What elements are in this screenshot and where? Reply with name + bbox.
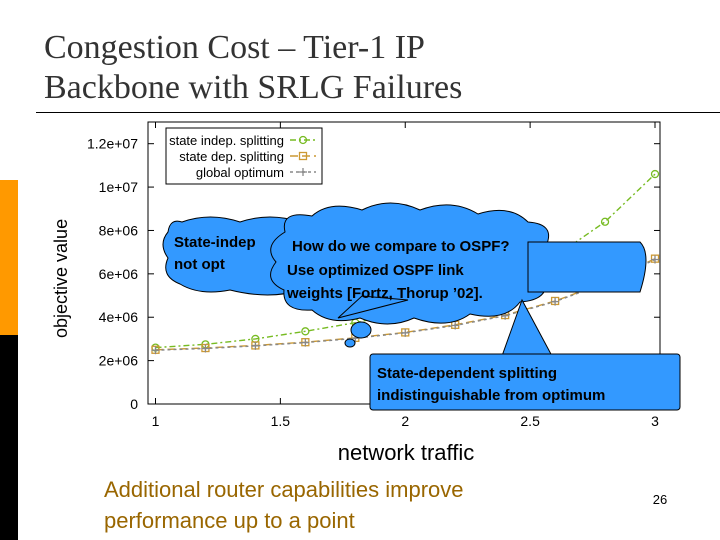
callout-state-dependent-line-1: State-dependent splitting [377, 365, 557, 382]
callout-state-independent-line-2: not opt [174, 256, 225, 273]
footer-note: Additional router capabilities improve p… [104, 477, 464, 533]
data-point-state-indep-splitting [600, 217, 610, 226]
slide-title-line-1: Congestion Cost – Tier-1 IP [44, 29, 425, 66]
slide-title: Congestion Cost – Tier-1 IP Backbone wit… [44, 28, 664, 108]
title-divider [36, 112, 720, 113]
y-tick-label: 1.2e+07 [87, 136, 138, 152]
callout-ospf-line-2: Use optimized OSPF link [287, 262, 464, 279]
callout-ospf-pointer [337, 295, 409, 319]
y-tick-label: 1e+07 [99, 179, 139, 195]
legend-label: state indep. splitting [169, 133, 284, 148]
callout-ospf-line-3: weights [Fortz, Thorup ’02]. [286, 285, 483, 302]
x-tick-label: 1.5 [271, 413, 291, 429]
y-tick-label: 2e+06 [99, 353, 139, 369]
callout-state-dependent: State-dependent splitting indistinguisha… [369, 298, 681, 411]
callout-state-dependent-line-2: indistinguishable from optimum [377, 387, 605, 404]
callout-state-independent-line-1: State-indep [174, 234, 256, 251]
x-tick-label: 1 [152, 413, 160, 429]
callout-ospf-cloud [270, 202, 557, 325]
series-line-global-optimum [155, 258, 656, 351]
callout-ospf-line-1: How do we compare to OSPF? [292, 238, 510, 255]
callout-state-independent: State-indep not opt [162, 216, 301, 296]
y-tick-label: 4e+06 [99, 309, 139, 325]
callout-ospf: How do we compare to OSPF? Use optimized… [270, 202, 557, 348]
page-number: 26 [652, 492, 668, 507]
y-tick-label: 8e+06 [99, 222, 139, 238]
accent-bar-white-segment [0, 0, 18, 180]
x-tick-label: 3 [651, 413, 659, 429]
callout-state-independent-bubble [162, 216, 301, 296]
x-tick-label: 2 [401, 413, 409, 429]
legend-marker [298, 151, 308, 161]
data-point-state-indep-splitting [301, 327, 310, 336]
callout-ospf-thought-bubble-large [350, 321, 372, 339]
y-axis-label: objective value [51, 219, 71, 338]
x-axis-label: network traffic [338, 440, 475, 465]
callout-hidden-edge [527, 241, 647, 293]
callout-state-dependent-box [369, 353, 681, 411]
callout-ospf-thought-bubble-small [344, 338, 356, 348]
legend-label: state dep. splitting [179, 149, 284, 164]
x-tick-label: 2.5 [520, 413, 540, 429]
slide-title-line-2: Backbone with SRLG Failures [44, 69, 463, 106]
left-accent-bar [0, 0, 18, 540]
legend-label: global optimum [196, 165, 284, 180]
callouts: State-indep not opt How do we compare to… [162, 202, 681, 411]
y-tick-label: 6e+06 [99, 266, 139, 282]
accent-bar-orange-segment [0, 180, 18, 335]
accent-bar-black-segment [0, 335, 18, 540]
y-tick-label: 0 [130, 396, 138, 412]
legend-marker [298, 135, 308, 145]
data-point-state-indep-splitting [650, 169, 660, 179]
